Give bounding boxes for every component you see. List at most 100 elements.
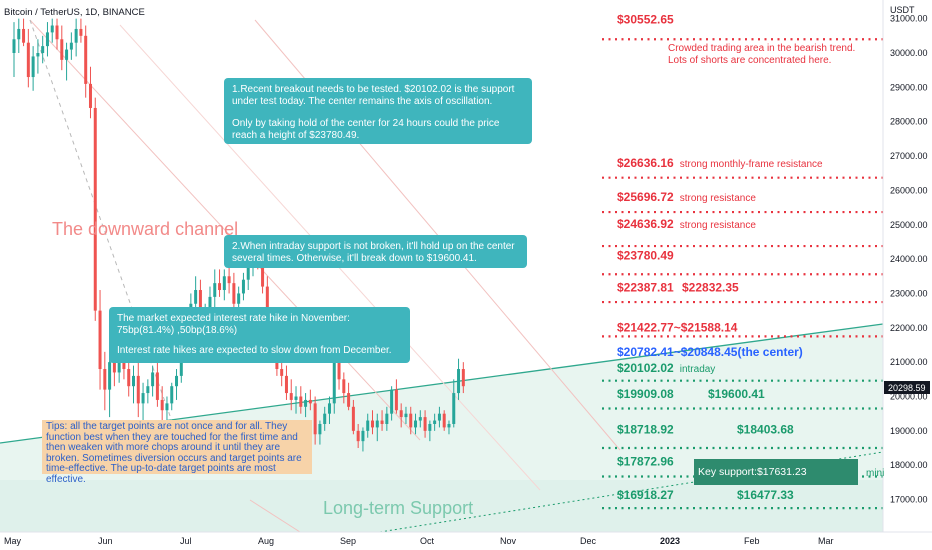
- candle-body: [280, 369, 284, 376]
- level-label-11: $17872.96: [617, 455, 674, 469]
- candle-body: [117, 358, 121, 373]
- level-note-3: strong resistance: [680, 220, 757, 231]
- level-label-5: $22387.81: [617, 281, 674, 295]
- candle-body: [127, 369, 131, 387]
- level-note-2: strong resistance: [680, 193, 757, 204]
- time-tick-label: Sep: [340, 536, 356, 546]
- candle-body: [98, 310, 102, 370]
- candle-body: [361, 430, 365, 442]
- level-label-0: $30552.65: [617, 12, 674, 26]
- price-tick-label: 20000.00: [890, 392, 928, 402]
- candle-body: [246, 265, 250, 280]
- analysis-note-3-text-2: Interest rate hikes are expected to slow…: [117, 345, 392, 356]
- level-labels: $30552.65 $26636.16 strong monthly-frame r…: [617, 12, 823, 502]
- price-tick-label: 31000.00: [890, 14, 928, 24]
- candle-body: [31, 56, 35, 78]
- analysis-note-3: The market expected interest rate hike i…: [109, 307, 410, 363]
- candle-body: [88, 83, 92, 108]
- price-tick-label: 27000.00: [890, 151, 928, 161]
- time-tick-label: May: [4, 536, 22, 546]
- candle-body: [17, 28, 21, 40]
- price-tick-label: 30000.00: [890, 48, 928, 58]
- candlesticks: [12, 18, 465, 452]
- time-tick-label: Dec: [580, 536, 597, 546]
- candle-body: [108, 362, 112, 390]
- candle-body: [222, 276, 226, 291]
- level-extra-9: $19600.41: [708, 387, 765, 401]
- candle-body: [390, 389, 394, 414]
- time-tick-label: Feb: [744, 536, 760, 546]
- candle-body: [304, 399, 308, 407]
- price-tick-label: 17000.00: [890, 495, 928, 505]
- candle-body: [41, 46, 45, 53]
- channel-upper-line: [29, 19, 421, 441]
- candle-body: [394, 389, 398, 411]
- candle-body: [375, 420, 379, 428]
- candle-body: [55, 25, 59, 40]
- candle-body: [22, 28, 26, 43]
- candle-body: [218, 283, 222, 291]
- candle-body: [356, 430, 360, 442]
- candle-body: [241, 279, 245, 294]
- candle-body: [294, 396, 298, 400]
- time-axis[interactable]: May Jun Jul Aug Sep Oct Nov Dec 2023 Feb Mar: [4, 536, 834, 546]
- crowded-note-line2: Lots of shorts are concentrated here.: [668, 55, 831, 66]
- candle-body: [93, 107, 97, 311]
- long-term-support-band: [0, 480, 883, 532]
- candle-body: [122, 358, 126, 370]
- channel-far-line: [249, 499, 301, 533]
- analysis-note-1-text: 1.Recent breakout needs to be tested. $2…: [232, 84, 515, 107]
- candle-body: [409, 413, 413, 428]
- candle-body: [103, 369, 107, 390]
- candle-body: [227, 276, 231, 284]
- candle-body: [213, 283, 217, 297]
- candle-body: [261, 262, 265, 287]
- candle-body: [237, 293, 241, 304]
- candle-body: [461, 369, 465, 387]
- candle-body: [12, 39, 16, 53]
- candle-body: [299, 396, 303, 407]
- level-label-4: $23780.49: [617, 248, 674, 262]
- time-tick-label: Aug: [258, 536, 274, 546]
- candle-body: [437, 413, 441, 421]
- price-axis[interactable]: 31000.00 30000.00 29000.00 28000.00 27000.00…: [890, 14, 928, 505]
- candle-body: [160, 399, 164, 411]
- candle-body: [74, 28, 78, 43]
- currency-label: USDT: [890, 5, 915, 15]
- level-label-3: $24636.92: [617, 217, 674, 231]
- candle-body: [289, 393, 293, 400]
- candle-body: [79, 28, 83, 36]
- candle-body: [452, 393, 456, 424]
- candle-body: [447, 423, 451, 428]
- candle-body: [198, 290, 202, 321]
- candle-body: [380, 420, 384, 424]
- candle-body: [318, 423, 322, 435]
- candle-body: [151, 372, 155, 387]
- candle-body: [175, 375, 179, 387]
- candle-body: [418, 417, 422, 421]
- key-support-box: Key support:$17631.23: [694, 459, 858, 485]
- candle-body: [45, 32, 49, 47]
- candle-body: [112, 362, 116, 373]
- price-tick-label: 24000.00: [890, 254, 928, 264]
- candle-body: [136, 375, 140, 404]
- support-label: Long-term Support: [323, 498, 473, 518]
- level-extra-12: $16477.33: [737, 488, 794, 502]
- level-label-7: $20782.41~$20848.45(the center): [617, 345, 803, 359]
- candle-body: [313, 403, 317, 435]
- analysis-note-1-text-2: Only by taking hold of the center for 24…: [232, 118, 500, 141]
- level-label-8: $20102.02: [617, 361, 674, 375]
- level-label-12: $16918.27: [617, 488, 674, 502]
- candle-body: [60, 39, 64, 60]
- level-extra-5: $22832.35: [682, 281, 739, 295]
- price-tick-label: 28000.00: [890, 117, 928, 127]
- level-note-8: intraday: [680, 364, 716, 375]
- candle-body: [132, 375, 135, 387]
- candle-body: [442, 413, 446, 428]
- level-label-10: $18718.92: [617, 423, 674, 437]
- candle-body: [146, 386, 150, 394]
- time-tick-label: Nov: [500, 536, 517, 546]
- level-label-6: $21422.77~$21588.14: [617, 321, 738, 335]
- candle-body: [179, 351, 183, 376]
